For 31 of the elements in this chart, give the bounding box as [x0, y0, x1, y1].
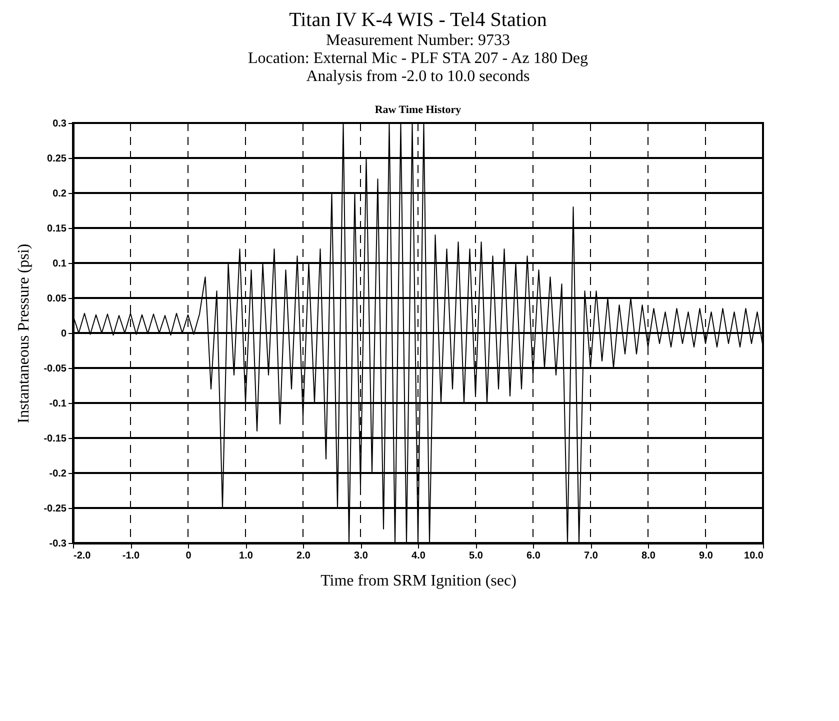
x-tick-label: 8.0: [642, 550, 656, 562]
y-tick-label: 0.05: [47, 294, 67, 304]
x-tick-label: 1.0: [239, 550, 254, 562]
y-tick-label: -0.05: [44, 364, 67, 374]
y-tick-label: 0.15: [47, 224, 67, 234]
x-tick-label: -1.0: [122, 550, 140, 562]
y-tick-label: -0.25: [44, 504, 67, 514]
x-axis-title: Time from SRM Ignition (sec): [320, 572, 516, 590]
x-tick-label: 0: [186, 550, 192, 562]
y-tick-label: 0: [60, 328, 67, 340]
chart-subtitle: Measurement Number: 9733 Location: External Mic - PLF STA 207 - Az 180 Deg Analysis from -2.0 to 10.0 seconds: [248, 32, 588, 85]
x-tick-label: 6.0: [526, 550, 541, 562]
y-tick-label: -0.3: [49, 538, 67, 550]
x-tick-label: 10.0: [744, 550, 764, 562]
y-tick-label: 0.1: [52, 258, 67, 270]
y-tick-label: 0.2: [52, 188, 67, 200]
y-tick-label: 0.3: [52, 118, 67, 130]
x-tick-label: 3.0: [354, 550, 368, 562]
text: Raw Time History: [374, 104, 462, 116]
x-tick-label: 5.0: [469, 550, 484, 562]
y-tick-label: -0.2: [49, 468, 67, 480]
x-tick-label: 4.0: [412, 550, 426, 562]
chart-title: Titan IV K-4 WIS - Tel4 Station: [289, 9, 547, 31]
y-axis-title: Instantaneous Pressure (psi): [16, 244, 33, 424]
y-tick-label: -0.15: [44, 434, 67, 444]
y-tick-label: 0.25: [47, 154, 67, 164]
x-tick-label: -2.0: [74, 550, 92, 562]
y-tick-label: -0.1: [49, 398, 67, 410]
x-tick-label: 2.0: [296, 550, 311, 562]
x-tick-label: 9.0: [699, 550, 714, 562]
x-tick-label: 7.0: [584, 550, 598, 562]
